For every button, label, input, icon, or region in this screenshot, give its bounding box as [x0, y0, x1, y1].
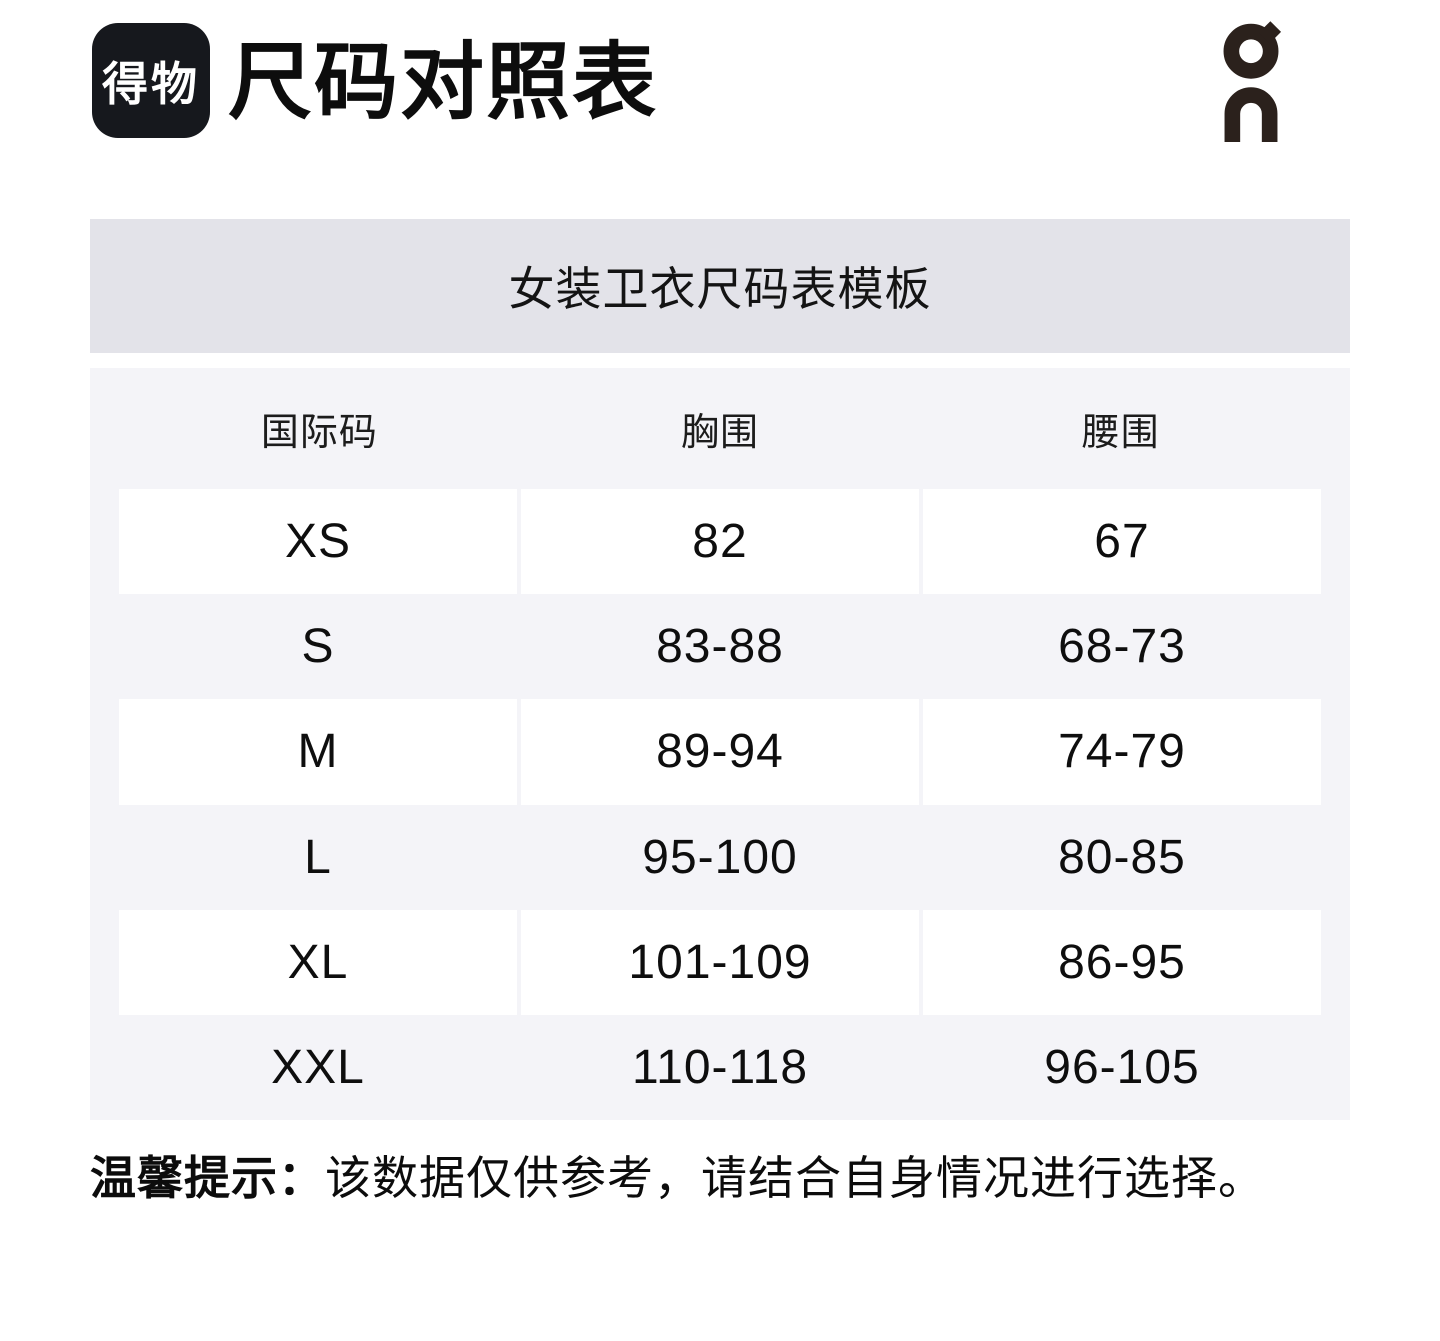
size-cell: XXL	[271, 1040, 365, 1094]
chest-cell: 83-88	[656, 620, 784, 674]
chest-cell: 95-100	[642, 830, 798, 884]
table-title-band: 女装卫衣尺码表模板	[90, 219, 1350, 353]
column-header-chest: 胸围	[681, 412, 760, 454]
waist-cell: 96-105	[1044, 1040, 1200, 1094]
dewu-logo: 得物	[92, 23, 210, 138]
size-cell: S	[301, 620, 335, 674]
footer-tip-text: 该数据仅供参考，请结合自身情况进行选择。	[325, 1152, 1265, 1204]
size-table: 国际码 胸围 腰围 XS 82 67 S 83-88 68-73 M 89-94…	[90, 368, 1350, 1120]
size-cell: M	[119, 699, 517, 805]
footer-tip-label: 温馨提示：	[90, 1152, 325, 1204]
waist-cell: 68-73	[1058, 620, 1186, 674]
waist-cell: 86-95	[923, 909, 1321, 1015]
table-header-row: 国际码 胸围 腰围	[90, 368, 1350, 489]
waist-cell: 80-85	[1058, 830, 1186, 884]
footer-tip: 温馨提示：该数据仅供参考，请结合自身情况进行选择。	[90, 1142, 1265, 1208]
size-cell: XL	[119, 909, 517, 1015]
table-row-m: M 89-94 74-79	[90, 699, 1350, 805]
dewu-logo-text: 得物	[102, 57, 200, 110]
chest-cell: 89-94	[521, 699, 919, 805]
chest-cell: 110-118	[631, 1040, 809, 1094]
column-header-size: 国际码	[260, 412, 378, 454]
size-cell: XS	[119, 489, 517, 595]
table-row-xs: XS 82 67	[90, 489, 1350, 595]
table-row-s: S 83-88 68-73	[90, 594, 1350, 699]
page-title: 尺码对照表	[228, 35, 659, 129]
table-row-xl: XL 101-109 86-95	[90, 909, 1350, 1015]
table-row-xxl: XXL 110-118 96-105	[90, 1015, 1350, 1120]
column-header-waist: 腰围	[1081, 412, 1160, 454]
size-cell: L	[304, 830, 332, 884]
table-title: 女装卫衣尺码表模板	[508, 263, 932, 315]
on-running-logo-icon	[1223, 21, 1282, 142]
waist-cell: 74-79	[923, 699, 1321, 805]
chest-cell: 101-109	[521, 909, 919, 1015]
table-row-l: L 95-100 80-85	[90, 805, 1350, 910]
chest-cell: 82	[521, 489, 919, 595]
waist-cell: 67	[923, 489, 1321, 595]
